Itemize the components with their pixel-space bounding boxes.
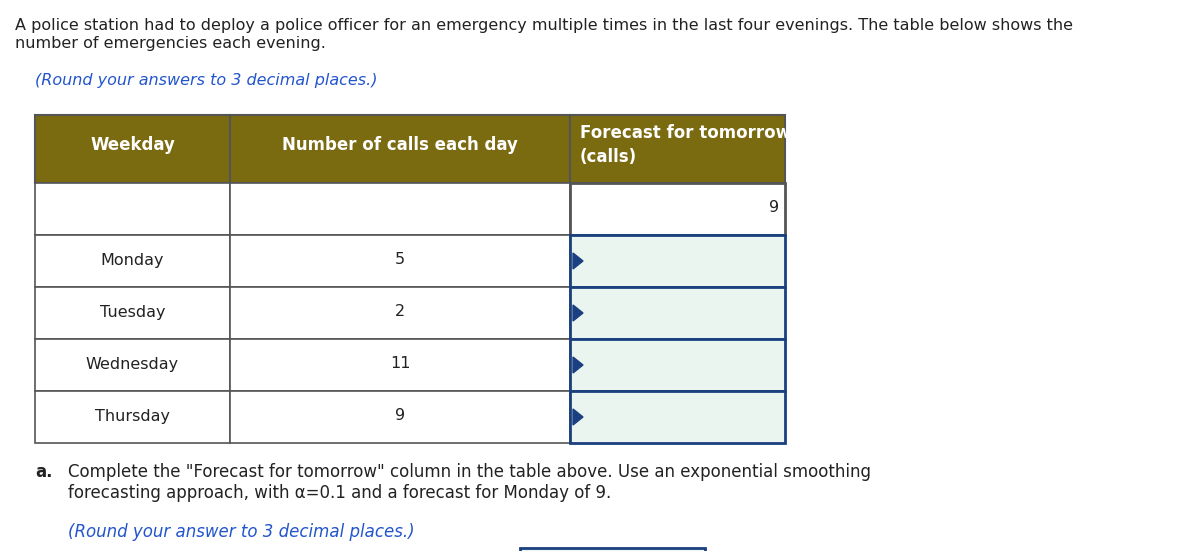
Bar bbox=[570, 115, 785, 183]
Text: Wednesday: Wednesday bbox=[86, 356, 179, 371]
Bar bbox=[570, 235, 785, 287]
Bar bbox=[570, 339, 785, 391]
Bar bbox=[570, 183, 785, 235]
Bar bbox=[520, 548, 706, 551]
Text: Forecast for tomorrow
(calls): Forecast for tomorrow (calls) bbox=[580, 124, 791, 166]
Text: (Round your answer to 3 decimal places.): (Round your answer to 3 decimal places.) bbox=[68, 523, 415, 541]
Text: a.: a. bbox=[35, 463, 53, 481]
Bar bbox=[35, 115, 230, 183]
Bar bbox=[230, 115, 570, 183]
Text: Number of calls each day: Number of calls each day bbox=[282, 136, 518, 154]
Text: Weekday: Weekday bbox=[90, 136, 175, 154]
Polygon shape bbox=[574, 409, 583, 425]
Bar bbox=[35, 391, 230, 443]
Text: Monday: Monday bbox=[101, 252, 164, 267]
Text: (Round your answers to 3 decimal places.): (Round your answers to 3 decimal places.… bbox=[35, 73, 378, 88]
Bar bbox=[230, 391, 570, 443]
Bar bbox=[570, 287, 785, 339]
Polygon shape bbox=[574, 305, 583, 321]
Text: 2: 2 bbox=[395, 305, 406, 320]
Text: Tuesday: Tuesday bbox=[100, 305, 166, 320]
Text: A police station had to deploy a police officer for an emergency multiple times : A police station had to deploy a police … bbox=[14, 18, 1073, 33]
Polygon shape bbox=[574, 357, 583, 373]
Polygon shape bbox=[574, 253, 583, 269]
Bar bbox=[35, 339, 230, 391]
Text: Complete the "Forecast for tomorrow" column in the table above. Use an exponenti: Complete the "Forecast for tomorrow" col… bbox=[68, 463, 871, 502]
Bar bbox=[570, 391, 785, 443]
Text: Thursday: Thursday bbox=[95, 408, 170, 424]
Bar bbox=[230, 339, 570, 391]
Bar bbox=[230, 183, 570, 235]
Text: 11: 11 bbox=[390, 356, 410, 371]
Bar bbox=[35, 183, 230, 235]
Text: 5: 5 bbox=[395, 252, 406, 267]
Bar bbox=[230, 287, 570, 339]
Text: 9: 9 bbox=[395, 408, 406, 424]
Bar bbox=[35, 235, 230, 287]
Bar bbox=[35, 287, 230, 339]
Text: number of emergencies each evening.: number of emergencies each evening. bbox=[14, 36, 326, 51]
Text: 9: 9 bbox=[769, 201, 779, 215]
Bar bbox=[230, 235, 570, 287]
